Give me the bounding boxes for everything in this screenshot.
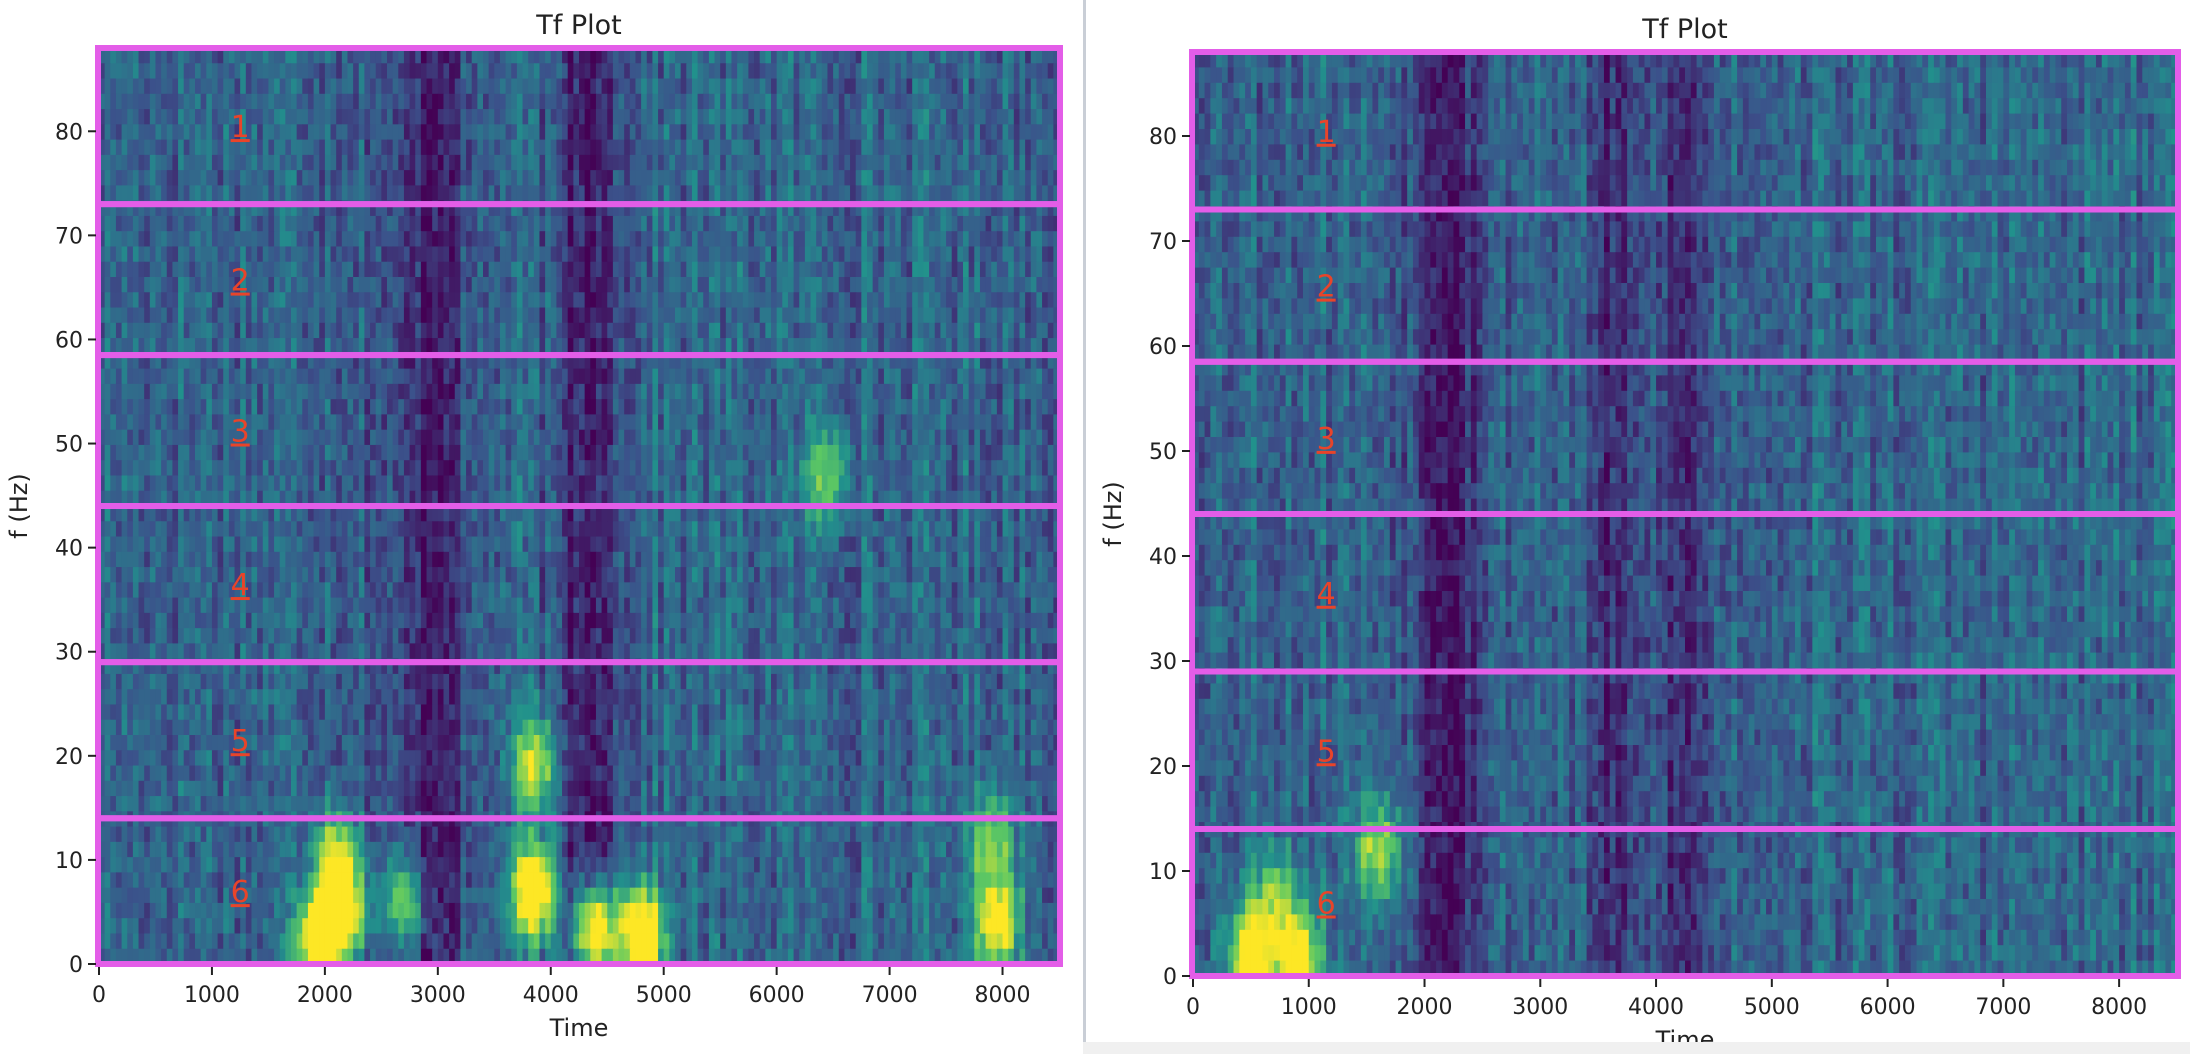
x-tick-label: 6000	[1860, 995, 1916, 1020]
band-label-4: 4	[231, 568, 250, 603]
y-tick-label: 70	[1149, 230, 1177, 255]
y-tick-label: 40	[1149, 545, 1177, 570]
x-tick-label: 2000	[1397, 995, 1453, 1020]
chart-title: Tf Plot	[535, 10, 621, 41]
window-divider	[1083, 0, 1086, 1054]
x-tick-label: 4000	[1628, 995, 1684, 1020]
x-tick-label: 1000	[1281, 995, 1337, 1020]
band-label-3: 3	[1317, 422, 1336, 457]
y-tick-label: 40	[55, 537, 83, 562]
x-tick-label: 7000	[862, 983, 918, 1008]
y-tick-label: 20	[55, 745, 83, 770]
left-figure-panel: 1 2 3 4 5 6 0 1000 2000 3000 4000 5000 6000 7000 8000 0…	[0, 0, 1083, 1054]
y-tick-label: 0	[69, 953, 83, 978]
y-tick-label: 80	[55, 120, 83, 145]
band-label-6: 6	[231, 875, 250, 910]
y-axis-ticks: 0 10 20 30 40 50 60 70 80	[55, 120, 96, 978]
y-axis-label: f (Hz)	[5, 473, 33, 538]
right-figure-panel: 1 2 3 4 5 6 0 1000 2000 3000 4000 5000 6000 7000 8000 0…	[1086, 0, 2190, 1054]
spectrogram-cells	[99, 48, 1060, 965]
band-label-5: 5	[231, 724, 250, 759]
x-tick-label: 3000	[410, 983, 466, 1008]
band-label-4: 4	[1317, 577, 1336, 612]
spectrogram-cells	[1193, 52, 2178, 977]
x-tick-label: 7000	[1975, 995, 2031, 1020]
band-label-1: 1	[1317, 115, 1336, 150]
band-label-6: 6	[1317, 887, 1336, 922]
y-tick-label: 50	[55, 433, 83, 458]
x-tick-label: 8000	[2091, 995, 2147, 1020]
y-axis-label: f (Hz)	[1099, 481, 1127, 546]
y-tick-label: 30	[55, 641, 83, 666]
y-tick-label: 70	[55, 224, 83, 249]
y-tick-label: 30	[1149, 650, 1177, 675]
y-tick-label: 60	[55, 328, 83, 353]
y-tick-label: 0	[1163, 965, 1177, 990]
y-tick-label: 10	[1149, 860, 1177, 885]
y-axis-ticks: 0 10 20 30 40 50 60 70 80	[1149, 125, 1190, 990]
x-tick-label: 5000	[636, 983, 692, 1008]
x-axis-ticks: 0 1000 2000 3000 4000 5000 6000 7000 8000	[1186, 979, 2147, 1020]
x-tick-label: 0	[1186, 995, 1200, 1020]
x-tick-label: 1000	[184, 983, 240, 1008]
y-tick-label: 50	[1149, 440, 1177, 465]
band-label-5: 5	[1317, 734, 1336, 769]
band-label-2: 2	[1317, 270, 1336, 305]
x-axis-label: Time	[549, 1014, 609, 1042]
x-tick-label: 0	[92, 983, 106, 1008]
x-axis-ticks: 0 1000 2000 3000 4000 5000 6000 7000 8000	[92, 967, 1031, 1008]
x-tick-label: 5000	[1744, 995, 1800, 1020]
y-tick-label: 10	[55, 849, 83, 874]
chart-title: Tf Plot	[1641, 14, 1727, 45]
y-tick-label: 80	[1149, 125, 1177, 150]
x-tick-label: 4000	[523, 983, 579, 1008]
y-tick-label: 60	[1149, 335, 1177, 360]
band-label-3: 3	[231, 415, 250, 450]
x-tick-label: 8000	[975, 983, 1031, 1008]
window-bottom-edge	[1083, 1042, 2190, 1054]
band-box-6	[1189, 826, 2181, 979]
x-tick-label: 2000	[297, 983, 353, 1008]
x-tick-label: 6000	[749, 983, 805, 1008]
band-label-2: 2	[231, 264, 250, 299]
band-box-6	[95, 815, 1063, 967]
x-tick-label: 3000	[1512, 995, 1568, 1020]
band-label-1: 1	[231, 110, 250, 145]
y-tick-label: 20	[1149, 755, 1177, 780]
